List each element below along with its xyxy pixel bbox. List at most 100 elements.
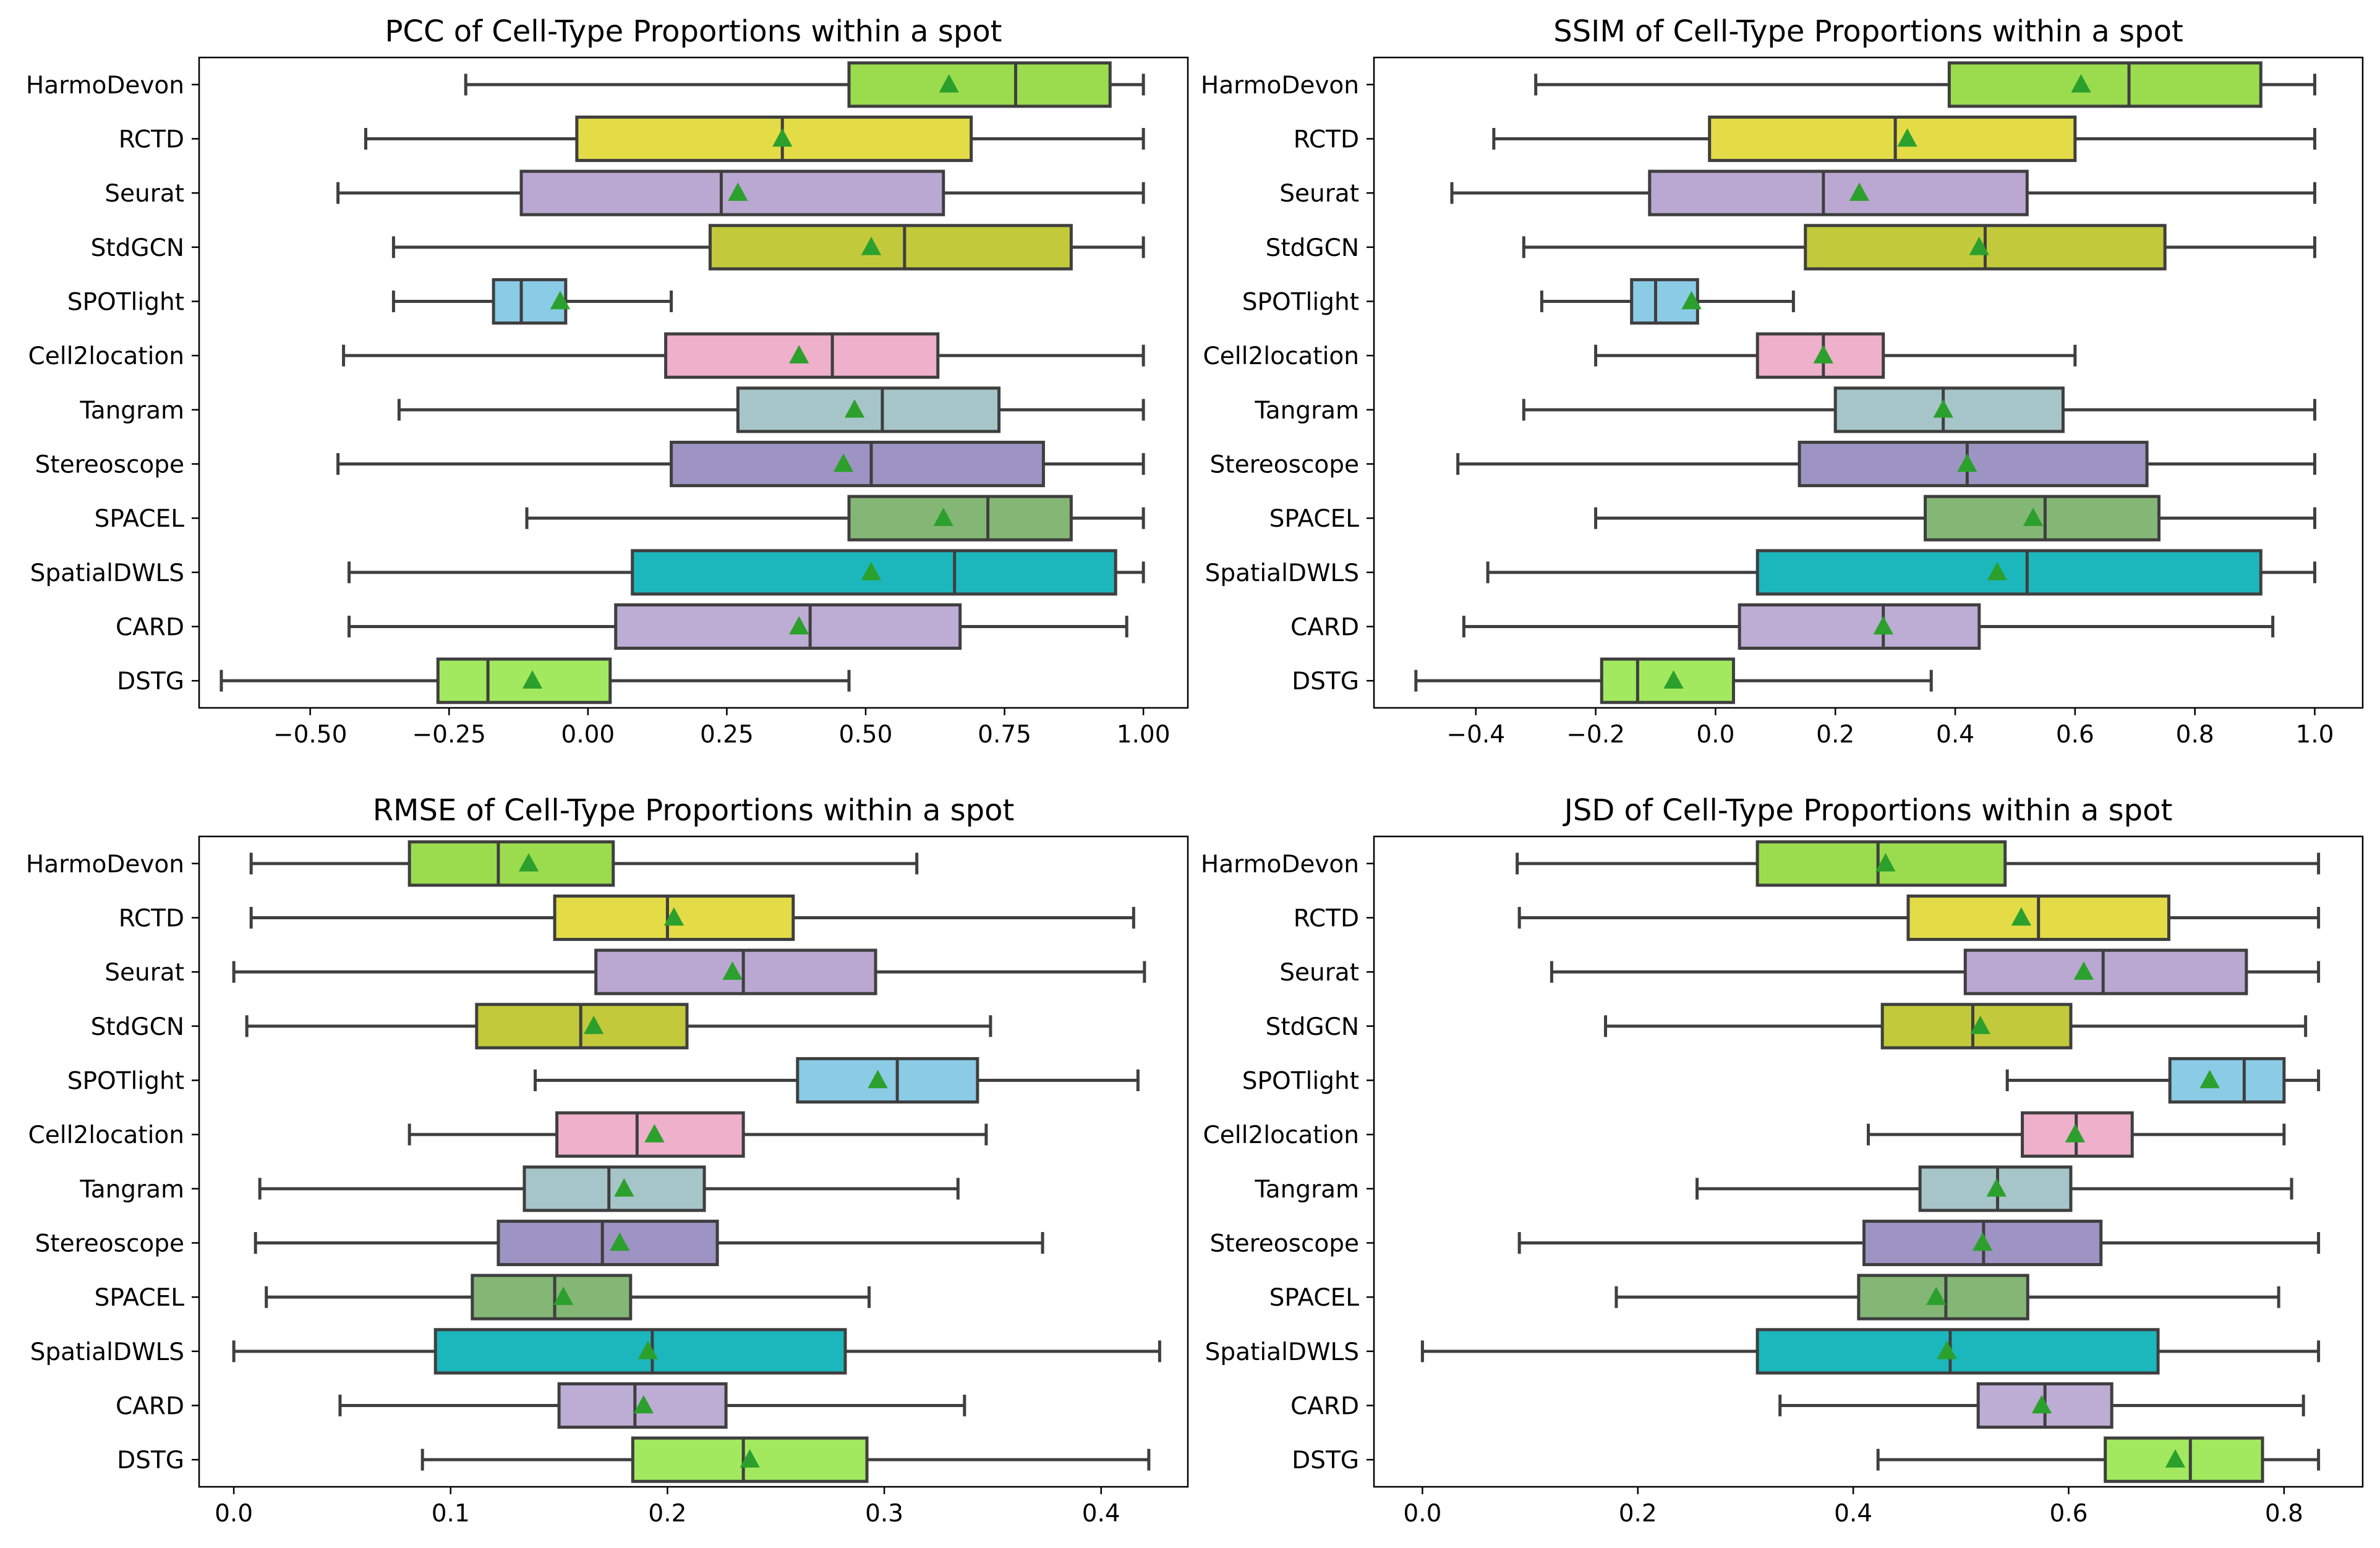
x-tick-label: 1.00 — [1117, 721, 1171, 749]
box-stereoscope — [254, 1219, 1044, 1267]
box-iqr — [407, 840, 615, 887]
category-label: SPACEL — [95, 1284, 185, 1312]
box-harmodevon — [1534, 61, 2316, 108]
category-label: SPOTlight — [67, 1068, 184, 1095]
mean-marker — [1933, 399, 1953, 418]
box-dstg — [420, 1436, 1151, 1483]
mean-marker — [1972, 1232, 1993, 1251]
box-iqr — [1798, 440, 2149, 488]
box-stdgcn — [1522, 224, 2316, 271]
mean-marker — [1969, 236, 1989, 255]
box-iqr — [847, 495, 1073, 542]
x-tick-label: 0.4 — [1936, 721, 1974, 749]
panel-title: PCC of Cell-Type Proportions within a sp… — [385, 14, 1002, 49]
box-iqr — [575, 115, 973, 163]
box-rctd — [1517, 894, 2321, 942]
box-iqr — [2168, 1057, 2286, 1104]
box-spacel — [1594, 495, 2316, 542]
mean-marker — [939, 74, 959, 93]
mean-marker — [1873, 616, 1893, 635]
box-tangram — [1695, 1165, 2293, 1212]
category-label: DSTG — [1292, 1447, 1359, 1474]
mean-marker — [638, 1340, 659, 1359]
box-iqr — [433, 1328, 847, 1375]
box-spatialdwls — [348, 549, 1145, 596]
mean-marker — [2165, 1449, 2186, 1468]
box-iqr — [1963, 948, 2248, 995]
category-label: SPACEL — [1269, 1284, 1360, 1312]
category-label: StdGCN — [91, 234, 184, 262]
x-tick-label: 1.0 — [2295, 721, 2334, 749]
category-label: SPOTlight — [67, 289, 184, 317]
box-iqr — [796, 1057, 979, 1104]
category-label: HarmoDevon — [26, 72, 184, 100]
box-card — [1462, 603, 2275, 650]
category-label: RCTD — [119, 126, 184, 154]
category-label: SPACEL — [1269, 505, 1360, 533]
x-tick-label: 0.2 — [1816, 721, 1854, 749]
box-iqr — [1947, 61, 2263, 108]
mean-marker — [584, 1015, 604, 1034]
x-tick-label: 0.4 — [1834, 1500, 1872, 1528]
box-iqr — [1600, 657, 1735, 704]
x-tick-label: 0.6 — [2049, 1500, 2088, 1528]
category-label: SPOTlight — [1242, 289, 1359, 317]
mean-marker — [844, 399, 865, 418]
mean-marker — [1987, 561, 2008, 580]
category-label: RCTD — [119, 905, 184, 933]
box-iqr — [1648, 169, 2029, 216]
category-label: HarmoDevon — [1201, 851, 1359, 878]
panel-3: RMSE of Cell-Type Proportions within a s… — [26, 793, 1189, 1528]
mean-marker — [1875, 853, 1896, 872]
x-tick-label: 0.8 — [2265, 1500, 2303, 1528]
box-spotlight — [2005, 1057, 2321, 1104]
x-tick-label: 0.75 — [978, 721, 1031, 749]
box-seurat — [1550, 948, 2321, 995]
category-label: SpatialDWLS — [1205, 559, 1359, 587]
panel-2: SSIM of Cell-Type Proportions within a s… — [1201, 14, 2364, 749]
box-iqr — [847, 61, 1112, 108]
mean-marker — [522, 670, 543, 689]
box-iqr — [2104, 1436, 2264, 1483]
category-label: Stereoscope — [35, 1230, 184, 1258]
mean-marker — [728, 182, 748, 201]
box-seurat — [232, 948, 1146, 995]
box-tangram — [258, 1165, 960, 1212]
box-spotlight — [534, 1057, 1140, 1104]
category-label: DSTG — [117, 1447, 184, 1474]
box-spacel — [265, 1274, 871, 1320]
category-label: DSTG — [1292, 668, 1359, 695]
box-stereoscope — [1517, 1219, 2321, 1267]
category-label: Tangram — [79, 1176, 184, 1204]
mean-marker — [2199, 1070, 2220, 1089]
category-label: Cell2location — [1203, 1121, 1359, 1149]
box-iqr — [1755, 1328, 2160, 1375]
box-iqr — [497, 1219, 719, 1267]
box-seurat — [336, 169, 1145, 216]
box-harmodevon — [464, 61, 1145, 108]
x-tick-label: 0.50 — [839, 721, 893, 749]
mean-marker — [1926, 1286, 1947, 1305]
box-tangram — [1522, 386, 2316, 433]
box-iqr — [1738, 603, 1981, 650]
box-card — [338, 1382, 966, 1429]
x-tick-label: −0.2 — [1566, 721, 1625, 749]
mean-marker — [2031, 1395, 2052, 1414]
mean-marker — [2073, 961, 2094, 980]
category-label: Seurat — [1279, 959, 1359, 987]
mean-marker — [663, 907, 685, 926]
box-dstg — [1876, 1436, 2321, 1483]
box-harmodevon — [249, 840, 919, 887]
mean-marker — [553, 1286, 574, 1305]
box-spatialdwls — [1420, 1328, 2321, 1375]
box-iqr — [614, 603, 962, 650]
mean-marker — [644, 1124, 665, 1142]
mean-marker — [1937, 1340, 1957, 1359]
box-stdgcn — [1603, 1003, 2308, 1050]
box-iqr — [1708, 115, 2077, 163]
mean-marker — [1663, 670, 1684, 689]
box-iqr — [736, 386, 1001, 433]
mean-marker — [1897, 128, 1917, 147]
mean-marker — [772, 128, 793, 147]
box-spatialdwls — [232, 1328, 1161, 1375]
